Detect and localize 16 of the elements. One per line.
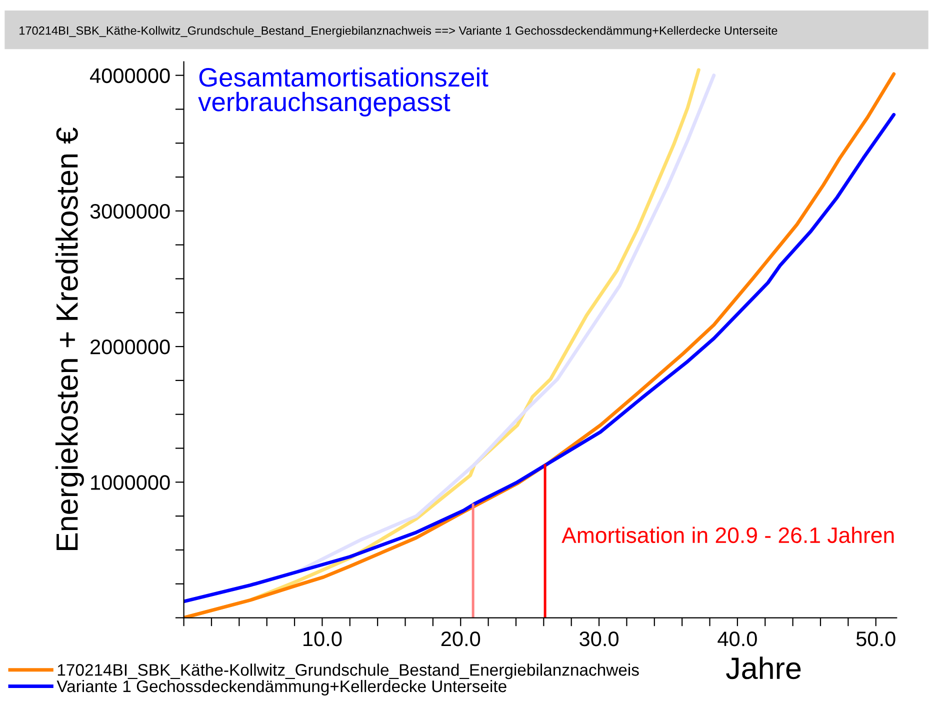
y-tick-label: 3000000 bbox=[90, 204, 170, 219]
x-axis-title: Jahre bbox=[726, 656, 801, 680]
y-tick-label: 2000000 bbox=[90, 340, 170, 354]
chart-title: 170214BI_SBK_Käthe-Kollwitz_Grundschule_Bestand_Energiebilanznachweis ==> Variante 1 Gechossdeckendämmung+Kellerdecke Unterseite bbox=[20, 26, 778, 38]
x-tick-label: 20.0 bbox=[441, 632, 480, 646]
y-tick-label: 4000000 bbox=[90, 68, 170, 84]
x-tick-label: 50.0 bbox=[856, 632, 896, 646]
x-tick-label: 10.0 bbox=[304, 632, 342, 646]
legend-label: Variante 1 Gechossdeckendämmung+Kellerdecke Unterseite bbox=[56, 680, 506, 696]
annotation: Amortisation in 20.9 - 26.1 Jahren bbox=[562, 526, 894, 544]
y-axis-title: Energiekosten + Kreditkosten € bbox=[55, 127, 84, 550]
x-tick-label: 30.0 bbox=[580, 632, 618, 646]
x-tick-label: 40.0 bbox=[718, 632, 757, 646]
legend-label: 170214BI_SBK_Käthe-Kollwitz_Grundschule_Bestand_Energiebilanznachweis bbox=[58, 664, 639, 680]
annotation: Gesamtamortisationszeit verbrauchsangepasst bbox=[198, 67, 488, 117]
y-tick-label: 1000000 bbox=[91, 475, 170, 490]
